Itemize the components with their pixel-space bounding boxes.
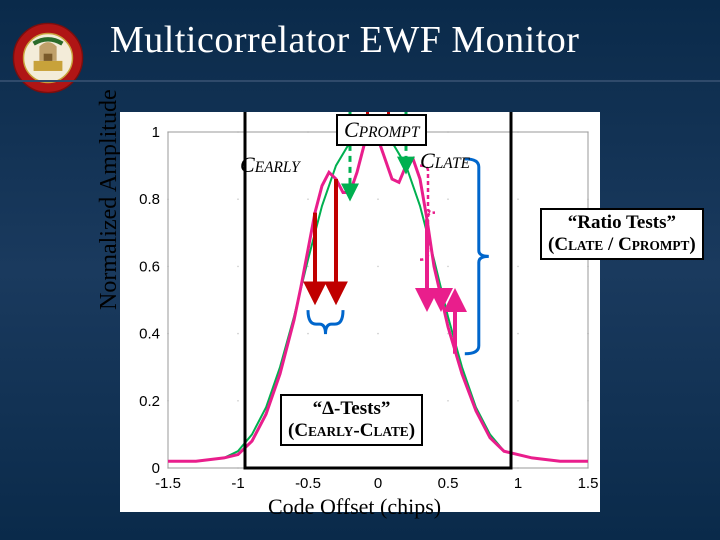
chart-area: -1.5 -1 -0.5 0 0.5 1 1.5 0 0.2 0.4 0.6 0.8 1: [120, 112, 600, 512]
x-axis-label: Code Offset (chips): [268, 494, 441, 520]
svg-text:-0.5: -0.5: [295, 475, 321, 492]
slide: Multicorrelator EWF Monitor Normalized A…: [0, 0, 720, 540]
title-divider: [0, 80, 720, 82]
svg-text:-1.5: -1.5: [155, 475, 181, 492]
svg-text:1: 1: [514, 475, 522, 492]
svg-text:0.8: 0.8: [139, 191, 160, 208]
svg-text:0.4: 0.4: [139, 326, 160, 343]
label-c-prompt: CPROMPT: [336, 114, 427, 146]
ratio-tests-box: “Ratio Tests” (CLATE / CPROMPT): [540, 208, 704, 260]
svg-text:0: 0: [374, 475, 382, 492]
delta-tests-box: “Δ-Tests” (CEARLY-CLATE): [280, 394, 423, 446]
svg-text:-1: -1: [231, 475, 244, 492]
svg-text:0: 0: [152, 460, 160, 477]
svg-text:0.2: 0.2: [139, 393, 160, 410]
svg-text:0.6: 0.6: [139, 258, 160, 275]
svg-text:1: 1: [152, 124, 160, 141]
stanford-seal-logo: [12, 22, 84, 94]
label-c-late: CLATE: [420, 148, 470, 174]
label-c-early: CEARLY: [240, 152, 300, 178]
y-axis-label: Normalized Amplitude: [96, 89, 123, 310]
slide-title: Multicorrelator EWF Monitor: [110, 18, 579, 62]
svg-text:1.5: 1.5: [578, 475, 599, 492]
svg-text:0.5: 0.5: [438, 475, 459, 492]
